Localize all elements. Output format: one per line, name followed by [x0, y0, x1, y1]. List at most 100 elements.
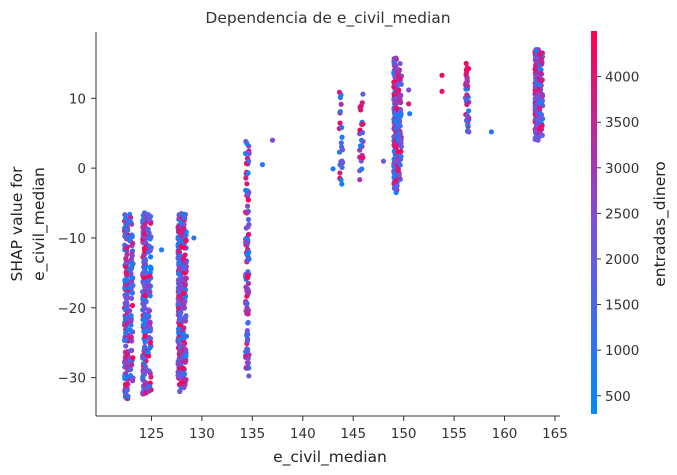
- scatter-point: [123, 337, 129, 343]
- scatter-point: [129, 290, 135, 296]
- scatter-point: [338, 140, 344, 146]
- scatter-point: [175, 305, 182, 311]
- x-axis-ticks: 125 130 135 140 145 150 155 160 165: [139, 416, 568, 442]
- scatter-point: [128, 295, 135, 301]
- scatter-point: [339, 147, 346, 153]
- scatter-point: [145, 349, 151, 355]
- scatter-point: [145, 249, 151, 255]
- scatter-point: [269, 137, 276, 143]
- scatter-point: [124, 245, 130, 251]
- scatter-point: [539, 77, 545, 83]
- scatter-point: [181, 266, 187, 272]
- scatter-point: [175, 372, 181, 378]
- scatter-point: [140, 374, 146, 380]
- scatter-point: [358, 137, 365, 143]
- colorbar-tick-label: 4000: [605, 70, 639, 86]
- scatter-point: [124, 227, 131, 234]
- y-tick-label: −20: [58, 301, 87, 317]
- scatter-point: [243, 138, 249, 145]
- x-tick-label: 155: [441, 426, 467, 442]
- scatter-point: [439, 88, 445, 94]
- scatter-point: [140, 354, 146, 361]
- scatter-point: [243, 365, 249, 371]
- scatter-point: [245, 360, 251, 366]
- scatter-point: [147, 345, 153, 351]
- scatter-point: [140, 289, 146, 295]
- y-axis-label-line-1: SHAP value for: [8, 166, 26, 282]
- scatter-point: [146, 217, 152, 223]
- scatter-point: [246, 256, 252, 263]
- scatter-point: [245, 320, 251, 326]
- y-tick-label: −30: [58, 371, 87, 387]
- scatter-point: [242, 239, 249, 245]
- scatter-point: [536, 92, 542, 98]
- scatter-point: [147, 320, 153, 326]
- scatter-point: [145, 384, 152, 390]
- scatter-point: [127, 327, 134, 333]
- scatter-point: [141, 226, 147, 232]
- scatter-point: [146, 243, 152, 249]
- scatter-point: [337, 120, 343, 126]
- scatter-point: [244, 252, 250, 258]
- scatter-point: [464, 76, 470, 82]
- scatter-point: [395, 149, 401, 155]
- scatter-point: [357, 143, 364, 149]
- colorbar-tick-label: 1000: [605, 343, 639, 359]
- scatter-point: [398, 136, 404, 143]
- scatter-point: [397, 76, 403, 82]
- scatter-point: [123, 270, 129, 276]
- colorbar-label: entradas_dinero: [651, 161, 670, 287]
- scatter-point: [145, 283, 151, 289]
- scatter-point: [176, 336, 183, 342]
- scatter-point: [145, 312, 151, 319]
- scatter-point: [337, 170, 343, 176]
- scatter-point: [538, 70, 544, 76]
- scatter-point: [175, 300, 181, 306]
- scatter-point: [533, 72, 539, 79]
- scatter-point: [464, 101, 470, 108]
- scatter-point: [244, 181, 250, 187]
- scatter-point: [439, 72, 445, 78]
- y-tick-label: −10: [58, 231, 87, 247]
- scatter-point: [339, 134, 345, 140]
- scatter-point: [395, 166, 401, 172]
- chart-title: Dependencia de e_civil_median: [205, 9, 450, 28]
- scatter-point: [406, 87, 412, 93]
- scatter-point: [466, 115, 472, 121]
- scatter-point: [182, 252, 188, 258]
- scatter-point: [181, 226, 187, 232]
- x-tick-label: 165: [542, 426, 568, 442]
- scatter-point: [140, 217, 146, 223]
- scatter-point: [129, 338, 135, 344]
- scatter-point: [122, 381, 129, 387]
- scatter-point: [407, 111, 413, 117]
- scatter-point: [182, 315, 188, 321]
- scatter-point: [175, 255, 181, 261]
- scatter-point: [391, 170, 397, 176]
- scatter-point: [140, 301, 146, 307]
- scatter-point: [130, 240, 136, 247]
- scatter-point: [129, 250, 135, 256]
- scatter-point: [391, 56, 397, 62]
- scatter-point: [141, 305, 148, 312]
- scatter-points: [121, 46, 546, 402]
- scatter-point: [360, 121, 366, 127]
- scatter-point: [147, 336, 154, 342]
- scatter-point: [123, 315, 129, 321]
- scatter-point: [245, 232, 252, 238]
- scatter-point: [142, 256, 148, 262]
- scatter-point: [243, 300, 249, 306]
- scatter-point: [183, 353, 189, 359]
- scatter-point: [128, 312, 134, 319]
- scatter-point: [396, 132, 402, 138]
- scatter-point: [357, 177, 363, 183]
- scatter-point: [464, 92, 470, 98]
- scatter-point: [181, 221, 187, 227]
- scatter-point: [392, 99, 398, 105]
- scatter-point: [127, 308, 133, 314]
- scatter-point: [140, 322, 146, 328]
- scatter-point: [127, 366, 134, 373]
- scatter-point: [128, 318, 134, 324]
- x-tick-label: 135: [239, 426, 265, 442]
- scatter-point: [175, 224, 181, 230]
